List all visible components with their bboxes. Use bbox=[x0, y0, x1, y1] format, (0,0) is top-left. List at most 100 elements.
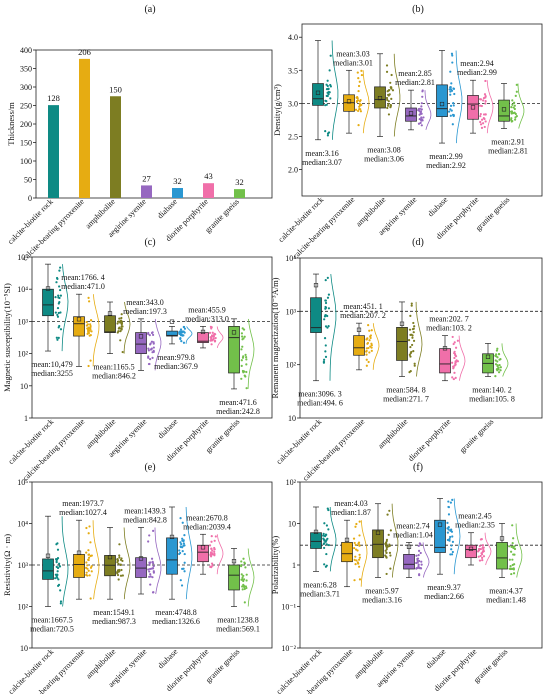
data-point bbox=[180, 584, 184, 587]
box-group bbox=[436, 50, 463, 144]
data-point bbox=[322, 534, 325, 537]
data-point bbox=[211, 334, 214, 337]
stat-annotation: mean:1667.5 bbox=[31, 616, 73, 625]
data-point bbox=[324, 301, 328, 305]
data-point bbox=[417, 544, 420, 547]
box-group bbox=[405, 89, 432, 131]
stat-annotation: median:207. 2 bbox=[340, 311, 386, 320]
data-point bbox=[240, 348, 243, 351]
data-point bbox=[323, 522, 326, 525]
density-curve bbox=[329, 506, 337, 572]
data-point bbox=[119, 339, 122, 342]
box bbox=[465, 544, 477, 559]
data-point bbox=[181, 567, 184, 570]
density-curve bbox=[247, 548, 255, 607]
data-point bbox=[418, 117, 421, 121]
data-point bbox=[322, 537, 325, 540]
data-point bbox=[116, 569, 119, 572]
data-point bbox=[367, 324, 370, 327]
stat-annotation: median:1.87 bbox=[331, 508, 371, 517]
box-group bbox=[73, 519, 100, 600]
data-point bbox=[121, 325, 124, 328]
box bbox=[396, 327, 408, 361]
data-point bbox=[420, 105, 423, 108]
data-point bbox=[480, 126, 484, 129]
y-axis-label-d: Remanent magnetization(10⁻³A/m) bbox=[270, 277, 280, 398]
x-category-label-d: amphibolite bbox=[376, 417, 410, 451]
data-point bbox=[178, 332, 181, 335]
data-point bbox=[245, 586, 248, 590]
box-group bbox=[310, 506, 337, 572]
data-point bbox=[210, 562, 214, 565]
stat-annotation: mean:3.16 bbox=[305, 149, 339, 158]
stat-annotation: median:271. 7 bbox=[383, 394, 429, 403]
data-point bbox=[87, 556, 91, 559]
mean-marker bbox=[501, 107, 507, 112]
data-point bbox=[360, 69, 363, 72]
data-point bbox=[408, 353, 411, 356]
data-point bbox=[450, 88, 453, 91]
mean-marker bbox=[231, 330, 237, 335]
density-curve bbox=[61, 516, 69, 607]
data-point bbox=[183, 331, 186, 334]
box bbox=[403, 554, 415, 570]
stat-annotation: median:720.5 bbox=[30, 625, 74, 634]
data-point bbox=[245, 363, 248, 366]
y-axis-label-c: Magnetic susceptibility(10⁻⁵SI) bbox=[2, 283, 12, 392]
data-point bbox=[388, 509, 391, 512]
density-curve bbox=[216, 326, 224, 349]
box bbox=[42, 288, 54, 317]
x-category-label-f: diabase bbox=[424, 647, 448, 671]
box-group bbox=[312, 40, 339, 141]
data-point bbox=[453, 356, 456, 360]
y-tick-label-e: 10 bbox=[20, 644, 28, 653]
stat-annotation: median:367.9 bbox=[154, 362, 198, 371]
data-point bbox=[118, 554, 121, 557]
box-group bbox=[396, 301, 423, 377]
density-curve bbox=[393, 53, 401, 137]
data-point bbox=[451, 498, 454, 501]
data-point bbox=[416, 557, 420, 560]
data-point bbox=[495, 349, 499, 352]
bar-value-label: 128 bbox=[47, 93, 60, 103]
data-point bbox=[479, 554, 482, 558]
y-tick-label-a: 0 bbox=[28, 194, 32, 203]
data-point bbox=[117, 320, 120, 323]
box bbox=[73, 554, 85, 578]
box-group bbox=[73, 293, 100, 368]
density-curve bbox=[331, 40, 339, 140]
data-point bbox=[55, 559, 58, 563]
box bbox=[353, 335, 365, 356]
data-point bbox=[358, 553, 361, 556]
panel-a: (a) 0 50 100 150 200 250 300 350 400 Thickness/m ca… bbox=[6, 4, 273, 263]
data-point bbox=[357, 84, 361, 88]
bar-0 bbox=[48, 105, 59, 198]
box-group bbox=[439, 335, 466, 382]
data-point bbox=[511, 524, 514, 527]
data-point bbox=[148, 563, 151, 566]
data-point bbox=[323, 535, 327, 538]
box bbox=[197, 544, 209, 563]
data-point bbox=[386, 106, 389, 110]
data-point bbox=[484, 102, 487, 105]
data-point bbox=[57, 294, 60, 297]
y-tick-label-a: 350 bbox=[20, 65, 32, 74]
data-point bbox=[409, 352, 412, 355]
data-point bbox=[210, 540, 213, 543]
data-point bbox=[356, 71, 359, 74]
data-point bbox=[54, 296, 57, 299]
data-point bbox=[240, 573, 243, 576]
data-point bbox=[179, 334, 183, 337]
data-point bbox=[412, 349, 415, 353]
data-point bbox=[241, 356, 245, 359]
data-point bbox=[358, 578, 362, 581]
data-point bbox=[449, 93, 452, 96]
data-point bbox=[418, 559, 421, 563]
panel-b: (b) 2.0 2.5 3.0 3.5 4.0 Density(g/cm³) calcite-… bbox=[272, 4, 543, 261]
stat-annotation: median:3.07 bbox=[302, 158, 342, 167]
y-tick-label-c: 1 bbox=[24, 414, 28, 423]
density-curve bbox=[185, 506, 193, 600]
data-point bbox=[451, 335, 454, 339]
data-point bbox=[359, 110, 363, 113]
box bbox=[42, 558, 54, 580]
